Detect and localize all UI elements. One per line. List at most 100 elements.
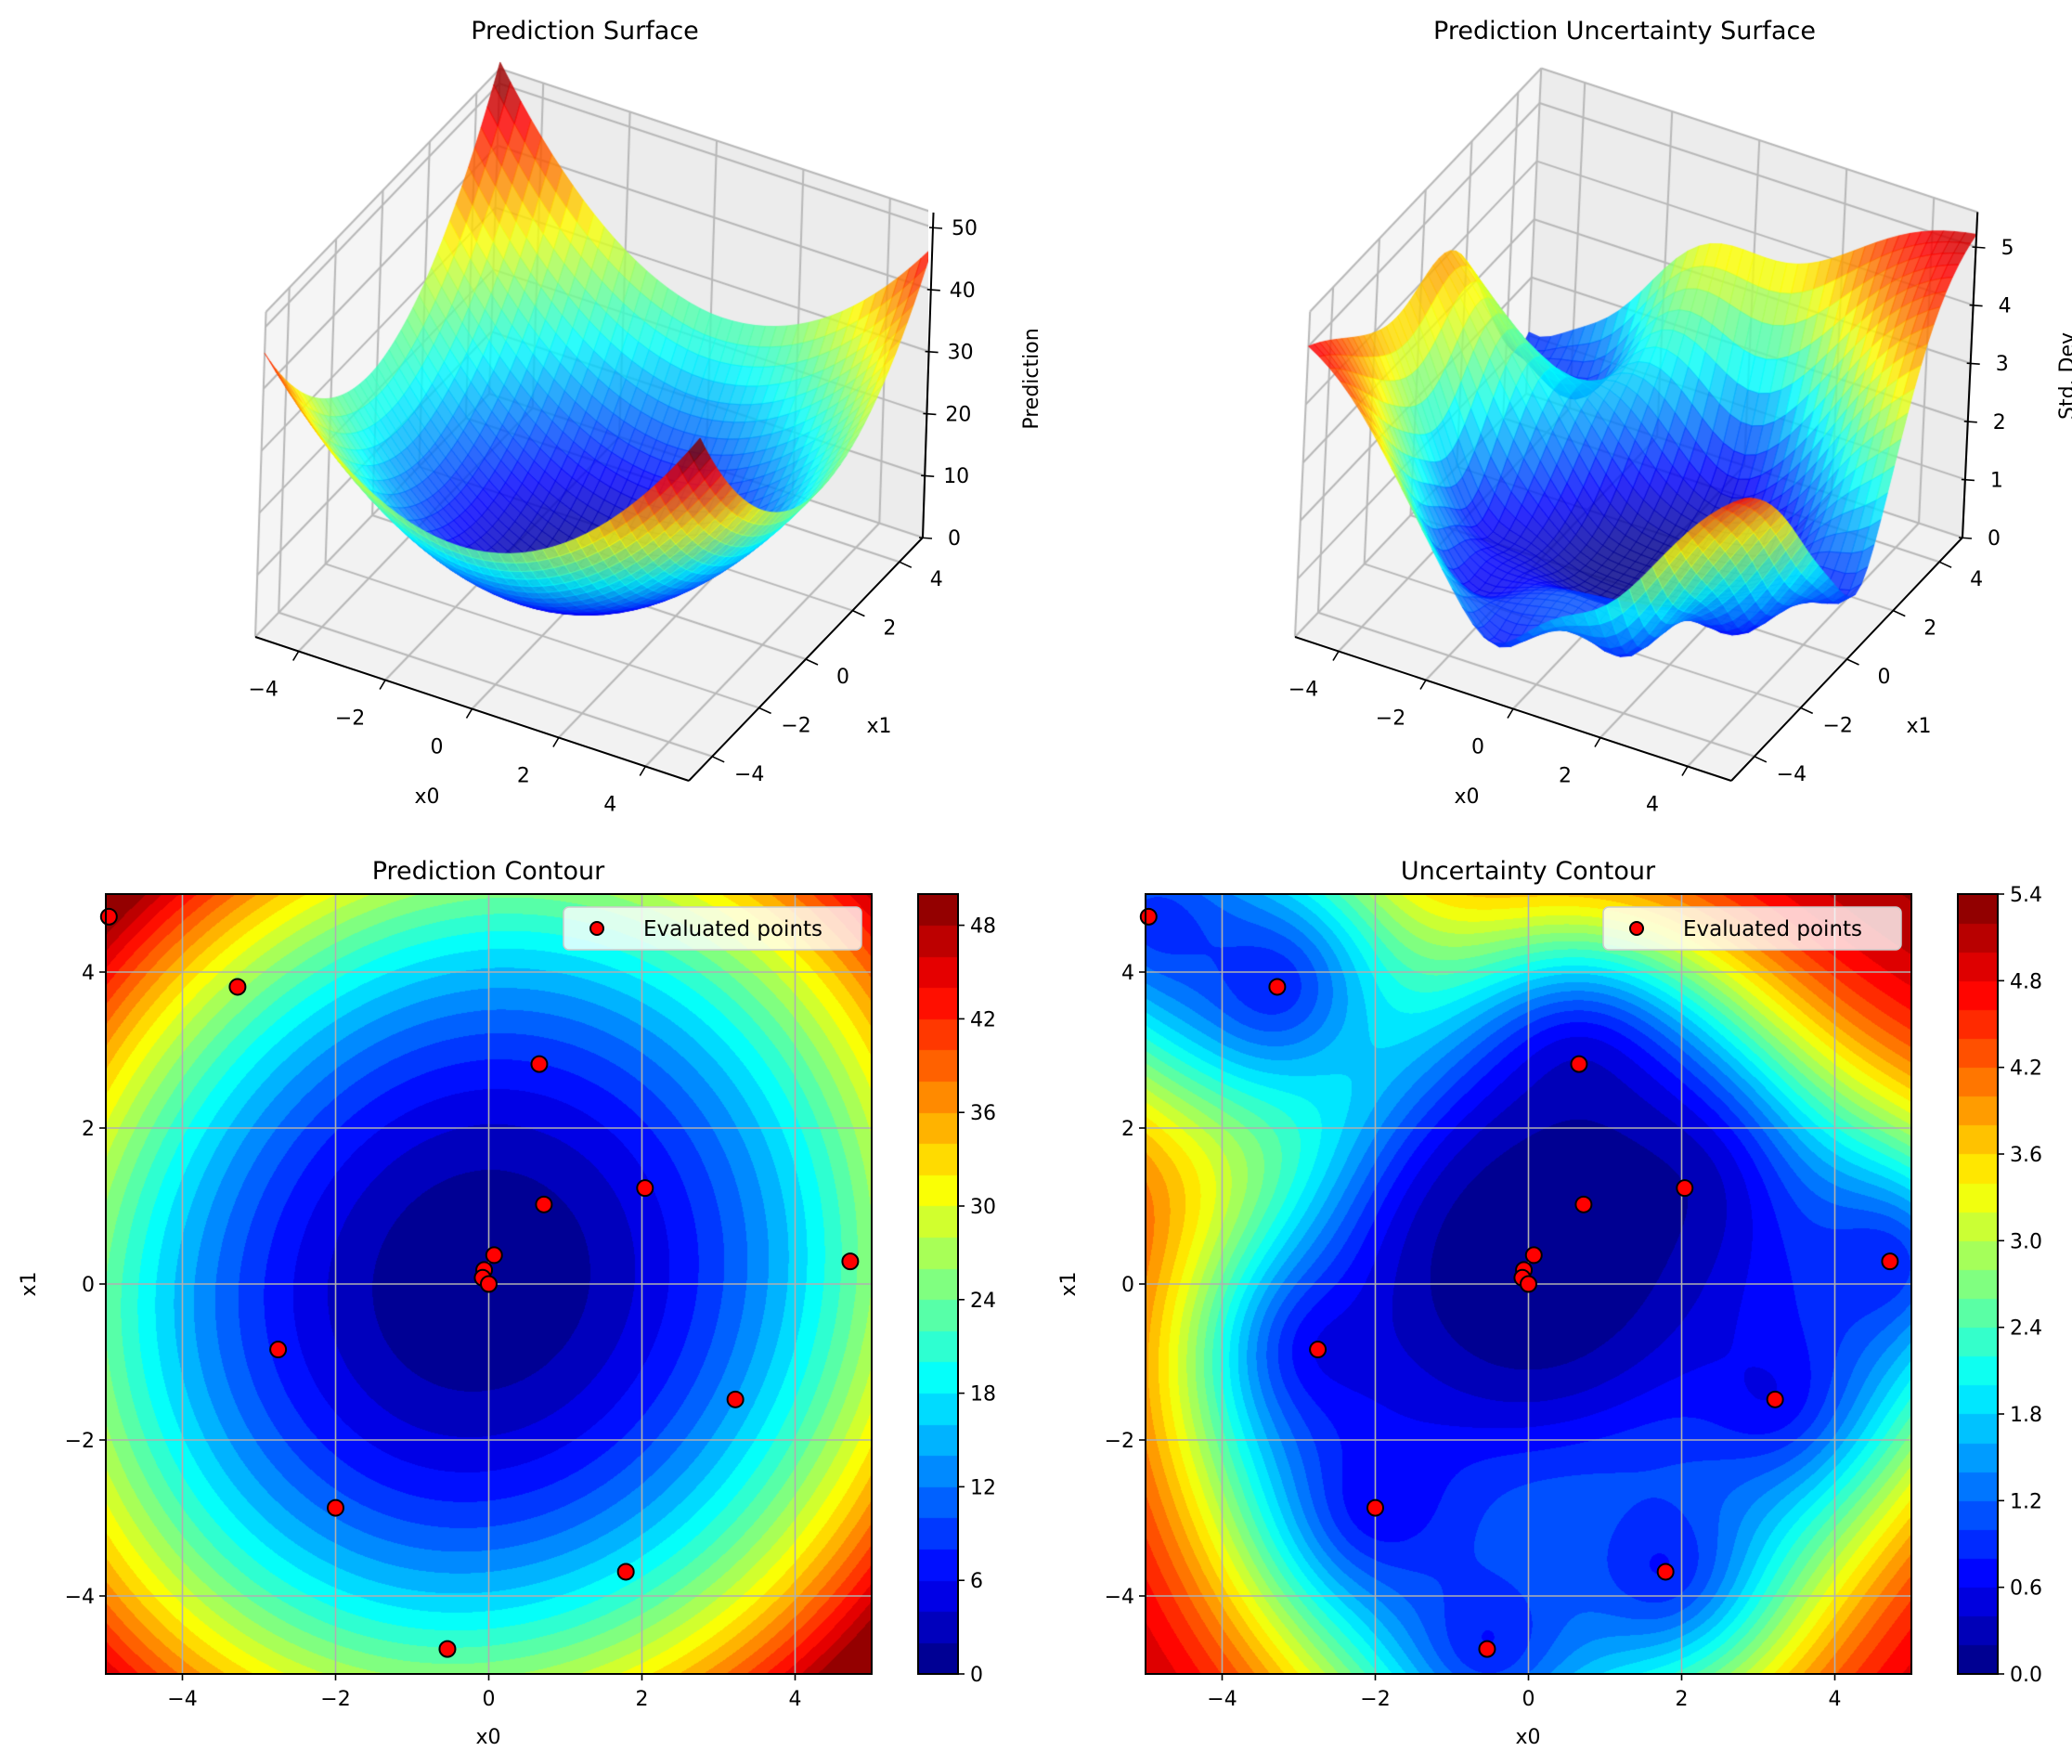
- x1-tick: [1800, 707, 1814, 715]
- x0-tick-label: −2: [1376, 707, 1405, 731]
- evaluated-point: [1570, 1055, 1588, 1073]
- contour1-ylabel: x1: [1057, 1271, 1081, 1296]
- x-tick-label: −4: [1207, 1688, 1237, 1711]
- colorbar-frame: [1957, 893, 1999, 1675]
- x1-tick-label: −2: [1822, 714, 1852, 737]
- evaluated-point: [1766, 1390, 1784, 1408]
- z-tick-label: 5: [2001, 237, 2014, 260]
- x1-tick-label: 0: [836, 666, 849, 689]
- x0-tick-label: 0: [431, 736, 444, 759]
- x0-tick: [379, 680, 386, 690]
- z-axis-line: [1962, 212, 1979, 538]
- colorbar-tick-label: 12: [970, 1476, 996, 1499]
- legend-prediction-contour: Evaluated points: [563, 906, 862, 951]
- surface1-ylabel: x1: [1906, 715, 1931, 738]
- evaluated-point: [1478, 1640, 1496, 1658]
- colorbar-tick-label: 0.6: [2010, 1577, 2042, 1601]
- evaluated-point: [616, 1563, 635, 1581]
- colorbar-tick-label: 4.2: [2010, 1057, 2042, 1081]
- surface1-zlabel: Std. Dev: [2056, 332, 2072, 420]
- z-axis-line: [922, 212, 935, 538]
- x0-tick: [639, 766, 646, 776]
- legend-uncertainty-contour: Evaluated points: [1602, 906, 1902, 951]
- prediction-colorbar: [918, 894, 958, 1674]
- colorbar-tick-label: 42: [970, 1008, 996, 1031]
- evaluated-point: [636, 1179, 654, 1198]
- y-tick-label: 0: [82, 1274, 95, 1297]
- surface0-xlabel: x0: [414, 785, 439, 809]
- colorbar-tick-label: 6: [970, 1570, 983, 1593]
- x0-tick-label: −4: [1289, 679, 1318, 702]
- z-tick-label: 20: [945, 403, 971, 426]
- x-tick-label: 0: [1522, 1688, 1535, 1711]
- y-tick-label: 4: [82, 962, 95, 985]
- x-tick-label: 2: [1676, 1688, 1689, 1711]
- z-tick: [926, 289, 940, 292]
- x-tick-label: −2: [320, 1688, 350, 1711]
- colorbar-frame: [917, 893, 959, 1675]
- z-tick: [921, 474, 935, 477]
- evaluated-point: [1676, 1179, 1694, 1198]
- x0-tick-label: 2: [1559, 765, 1572, 788]
- x0-tick: [1594, 737, 1601, 747]
- x0-tick-label: 4: [1646, 794, 1659, 817]
- y-tick-label: −4: [1105, 1586, 1134, 1609]
- z-tick-label: 0: [948, 527, 961, 551]
- x1-tick: [1754, 756, 1768, 763]
- evaluated-point: [535, 1195, 553, 1213]
- colorbar-tick-label: 2.4: [2010, 1317, 2042, 1341]
- colorbar-tick-label: 30: [970, 1196, 996, 1219]
- x0-tick-label: 4: [603, 794, 616, 817]
- colorbar-tick-label: 4.8: [2010, 970, 2042, 993]
- x1-tick: [805, 658, 819, 666]
- evaluated-point: [1656, 1563, 1675, 1581]
- prediction-surface-plot: [0, 0, 928, 836]
- colorbar-tick-label: 24: [970, 1290, 996, 1313]
- x-tick-label: −4: [167, 1688, 197, 1711]
- y-tick-label: −4: [65, 1586, 95, 1609]
- evaluated-point: [841, 1252, 860, 1271]
- evaluated-point: [530, 1055, 549, 1073]
- x1-tick-label: −4: [1777, 763, 1807, 786]
- x1-tick-label: 2: [1923, 617, 1936, 641]
- evaluated-point: [438, 1640, 457, 1658]
- z-tick: [1961, 478, 1975, 482]
- x0-tick-label: −4: [248, 679, 278, 702]
- uncertainty-surface-plot: [1036, 0, 2072, 836]
- colorbar-tick-label: 36: [970, 1102, 996, 1125]
- z-tick-label: 40: [950, 279, 976, 303]
- surface0-zlabel: Prediction: [1020, 328, 1043, 429]
- colorbar-tick-label: 1.2: [2010, 1490, 2042, 1513]
- colorbar-tick-label: 5.4: [2010, 884, 2042, 907]
- x1-tick-label: 4: [930, 568, 943, 591]
- z-tick: [923, 412, 937, 416]
- z-tick-label: 50: [952, 217, 978, 240]
- z-tick: [1969, 304, 1983, 307]
- x1-tick: [1938, 561, 1952, 568]
- evaluated-point: [1309, 1341, 1327, 1359]
- evaluated-point: [269, 1341, 288, 1359]
- uncertainty-colorbar: [1958, 894, 1998, 1674]
- x-tick-label: 2: [636, 1688, 649, 1711]
- x1-tick: [899, 561, 913, 568]
- x1-tick-label: −2: [781, 714, 810, 737]
- evaluated-point: [485, 1246, 503, 1265]
- evaluated-point: [1366, 1498, 1384, 1517]
- x0-tick: [1681, 766, 1689, 776]
- z-tick-label: 1: [1990, 469, 2003, 492]
- y-tick-label: −2: [1105, 1430, 1134, 1453]
- x1-tick-label: 4: [1970, 568, 1983, 591]
- colorbar-tick-label: 3.6: [2010, 1144, 2042, 1167]
- colorbar-tick-label: 0: [970, 1664, 983, 1687]
- colorbar-tick-label: 18: [970, 1383, 996, 1407]
- colorbar-tick-label: 3.0: [2010, 1230, 2042, 1253]
- x1-tick: [1846, 658, 1859, 666]
- x1-tick: [1892, 609, 1906, 617]
- x0-tick: [292, 651, 300, 661]
- y-tick-label: 0: [1121, 1274, 1134, 1297]
- x1-tick-label: 2: [883, 617, 896, 641]
- x1-tick-label: 0: [1878, 666, 1891, 689]
- legend-marker-evaluated-points: [589, 921, 604, 936]
- x0-tick-label: 0: [1471, 736, 1484, 759]
